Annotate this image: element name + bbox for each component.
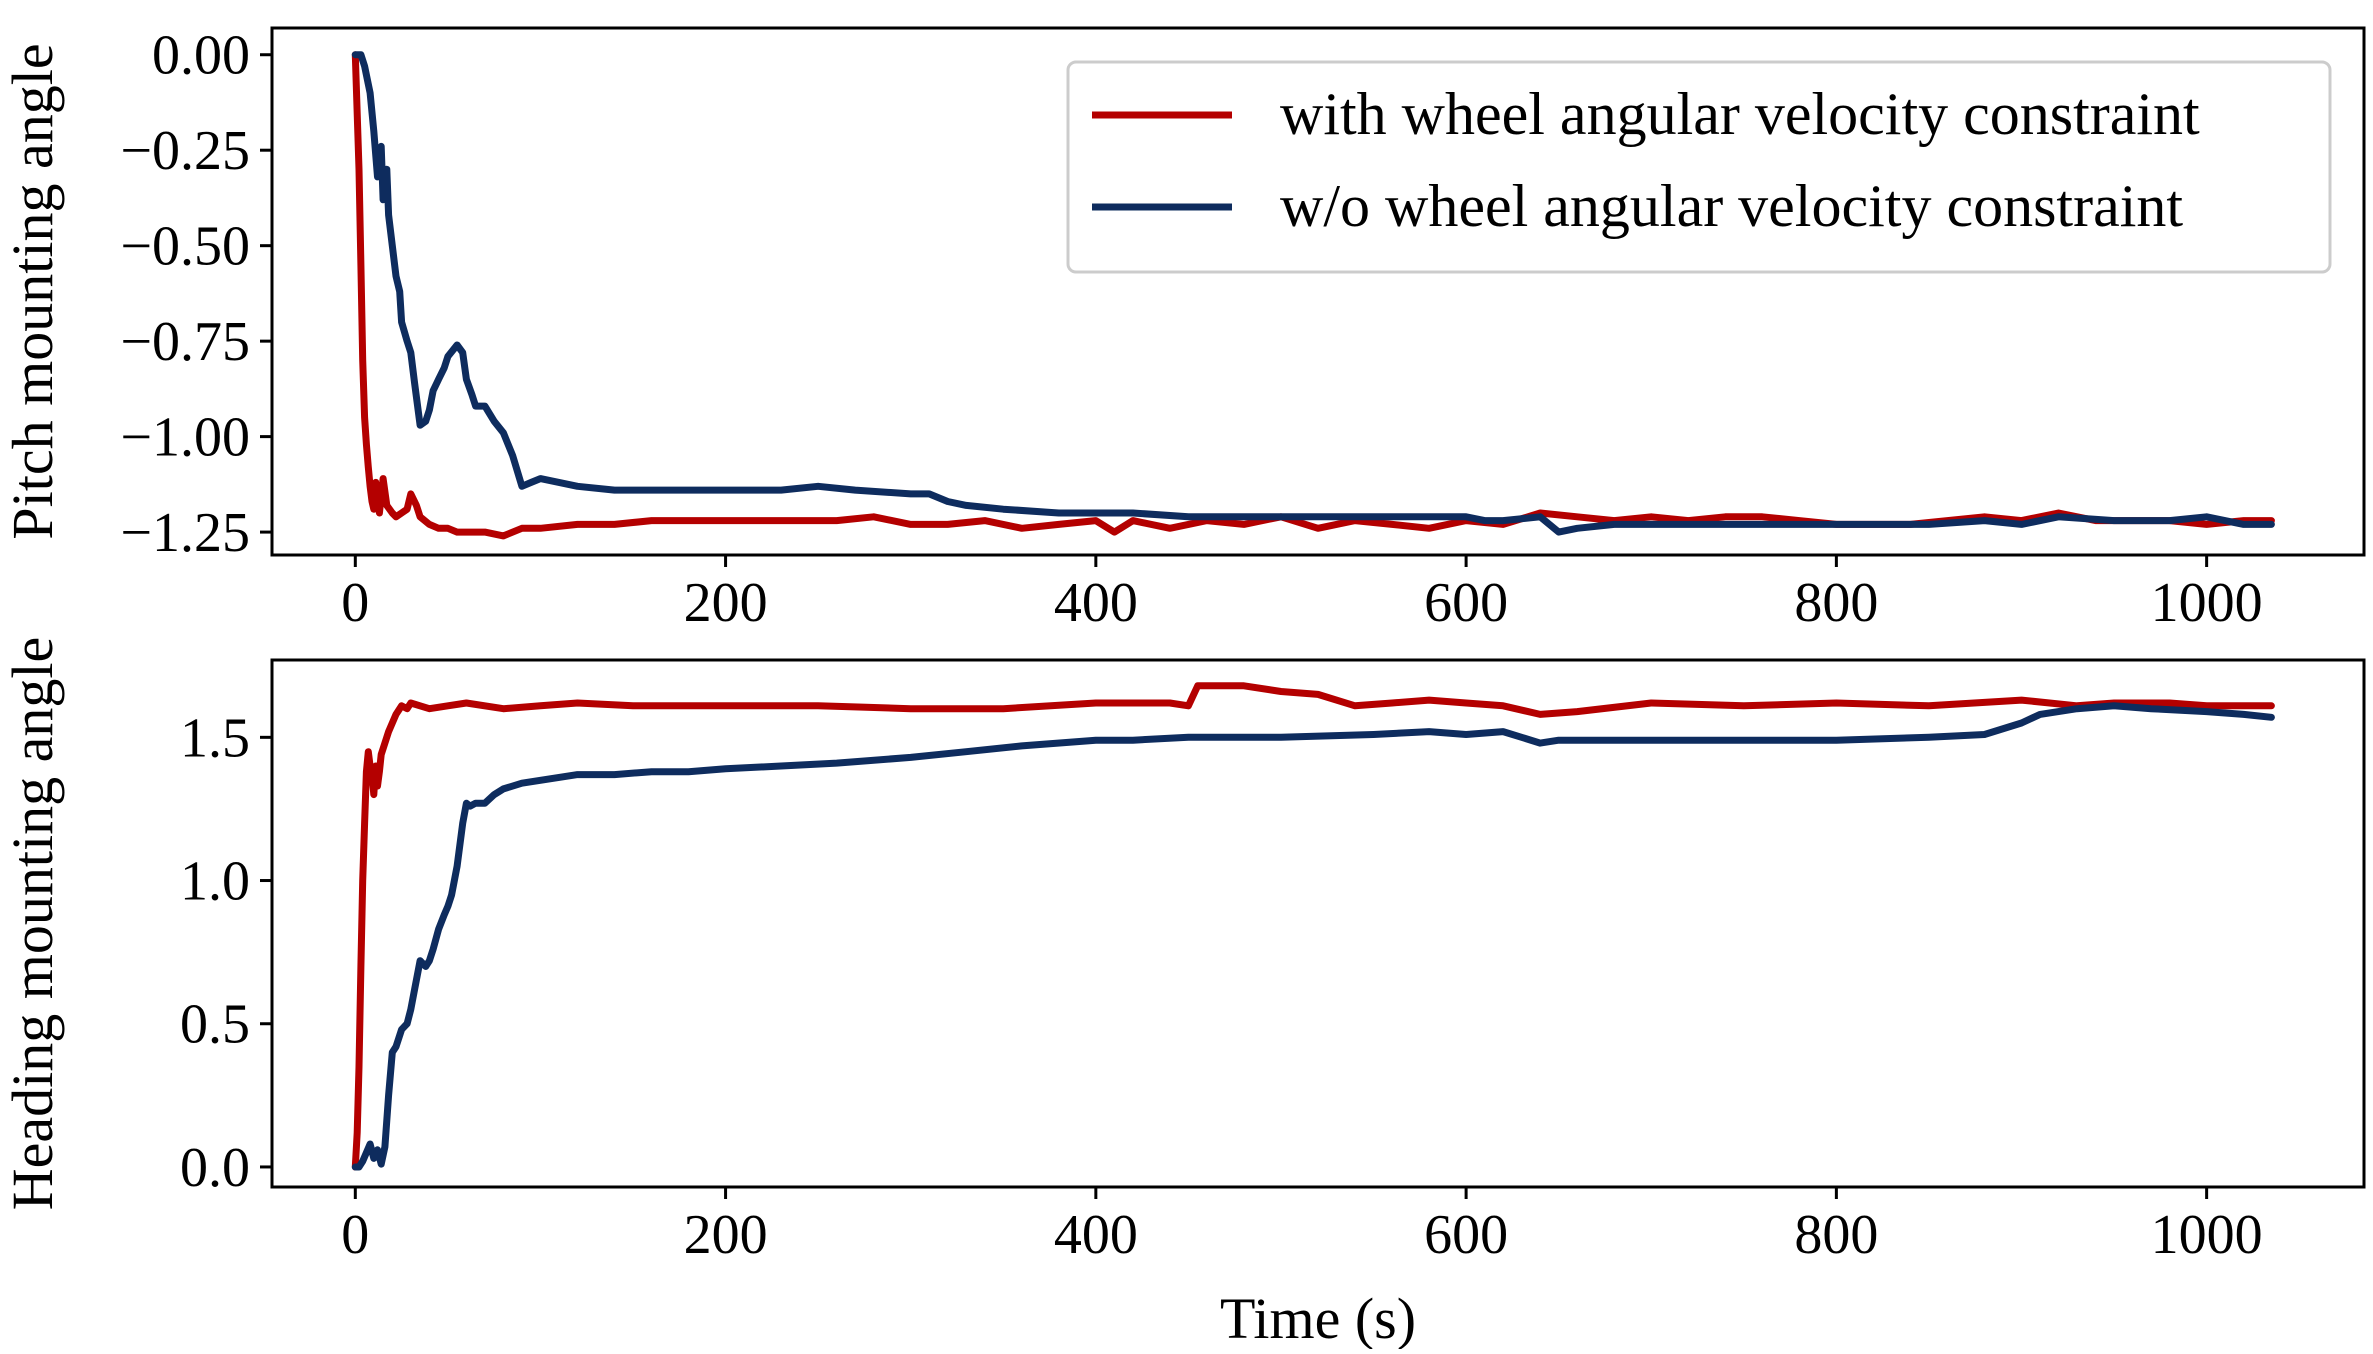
x-tick-label: 200	[684, 1204, 768, 1266]
legend-label: with wheel angular velocity constraint	[1280, 81, 2200, 147]
y-axis-label: Heading mounting angle	[0, 637, 65, 1210]
x-axis-label: Time (s)	[1220, 1286, 1416, 1349]
series-line-with-constraint	[351, 682, 2275, 1171]
y-tick-label: 0.00	[152, 25, 250, 87]
x-tick-label: 400	[1054, 1204, 1138, 1266]
legend-box	[1066, 60, 2332, 274]
plot-frame	[270, 26, 2366, 557]
plot-frame	[270, 658, 2366, 1189]
y-tick-label: −1.00	[120, 407, 250, 469]
x-tick-label: 400	[1054, 572, 1138, 634]
y-axis-label: Pitch mounting angle	[0, 43, 65, 539]
x-tick-label: 600	[1424, 572, 1508, 634]
series-line-without-constraint	[351, 702, 2275, 1171]
y-tick-label: −1.25	[120, 502, 250, 564]
y-tick-label: 0.5	[180, 994, 250, 1056]
x-tick-label: 800	[1794, 1204, 1878, 1266]
legend: with wheel angular velocity constraint w/…	[1066, 60, 2332, 274]
x-tick-label: 0	[341, 572, 369, 634]
x-tick-label: 600	[1424, 1204, 1508, 1266]
legend-label: w/o wheel angular velocity constraint	[1280, 173, 2183, 239]
x-tick-label: 800	[1794, 572, 1878, 634]
x-tick-label: 0	[341, 1204, 369, 1266]
x-tick-label: 1000	[2151, 572, 2263, 634]
x-tick-label: 1000	[2151, 1204, 2263, 1266]
y-tick-label: −0.25	[120, 120, 250, 182]
panel-heading: 0 200 400 600 800 1000 0.0 0.5 1.0 1.5 Heading mou…	[0, 637, 2366, 1351]
y-tick-label: 0.0	[180, 1137, 250, 1199]
y-tick-label: −0.50	[120, 216, 250, 278]
x-tick-label: 200	[684, 572, 768, 634]
series-line-without-constraint	[351, 51, 2275, 536]
y-tick-label: −0.75	[120, 311, 250, 373]
y-tick-label: 1.5	[180, 707, 250, 769]
panel-pitch: 0 200 400 600 800 1000 0.00 −0.25 −0.50 −0.75 −1.0…	[0, 25, 2366, 634]
y-tick-label: 1.0	[180, 851, 250, 913]
